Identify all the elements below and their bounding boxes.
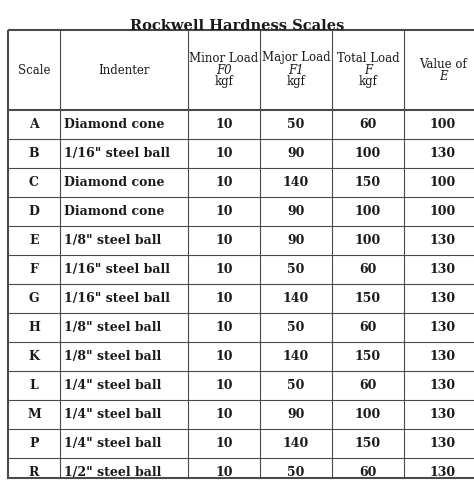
- Text: 130: 130: [430, 379, 456, 392]
- Text: Scale: Scale: [18, 64, 50, 76]
- Text: 130: 130: [430, 292, 456, 305]
- Text: P: P: [29, 437, 39, 450]
- Text: 130: 130: [430, 147, 456, 160]
- Text: 100: 100: [430, 205, 456, 218]
- Text: E: E: [29, 234, 39, 247]
- Text: Total Load: Total Load: [337, 52, 399, 65]
- Text: D: D: [28, 205, 39, 218]
- Text: C: C: [29, 176, 39, 189]
- Text: R: R: [29, 466, 39, 479]
- Text: 140: 140: [283, 350, 309, 363]
- Text: 1/4" steel ball: 1/4" steel ball: [64, 437, 161, 450]
- Text: 130: 130: [430, 350, 456, 363]
- Text: 10: 10: [215, 350, 233, 363]
- Text: Indenter: Indenter: [98, 64, 150, 76]
- Text: 100: 100: [430, 176, 456, 189]
- Text: 150: 150: [355, 437, 381, 450]
- Text: L: L: [29, 379, 38, 392]
- Text: 100: 100: [430, 118, 456, 131]
- Text: 10: 10: [215, 437, 233, 450]
- Text: 130: 130: [430, 466, 456, 479]
- Text: kgf: kgf: [215, 75, 233, 88]
- Text: kgf: kgf: [358, 75, 377, 88]
- Text: 90: 90: [287, 147, 305, 160]
- Text: B: B: [29, 147, 39, 160]
- Text: 140: 140: [283, 292, 309, 305]
- Text: 10: 10: [215, 147, 233, 160]
- Text: 10: 10: [215, 466, 233, 479]
- Text: 1/16" steel ball: 1/16" steel ball: [64, 292, 170, 305]
- Text: 1/8" steel ball: 1/8" steel ball: [64, 321, 161, 334]
- Text: 90: 90: [287, 408, 305, 421]
- Text: 140: 140: [283, 176, 309, 189]
- Text: K: K: [28, 350, 39, 363]
- Text: 60: 60: [359, 118, 377, 131]
- Text: 100: 100: [355, 408, 381, 421]
- Text: 10: 10: [215, 292, 233, 305]
- Text: Diamond cone: Diamond cone: [64, 176, 164, 189]
- Text: 50: 50: [287, 466, 305, 479]
- Text: G: G: [29, 292, 39, 305]
- Text: 1/8" steel ball: 1/8" steel ball: [64, 350, 161, 363]
- Text: 10: 10: [215, 321, 233, 334]
- Text: F0: F0: [216, 64, 232, 76]
- Text: 1/4" steel ball: 1/4" steel ball: [64, 408, 161, 421]
- Text: 60: 60: [359, 263, 377, 276]
- Text: 50: 50: [287, 118, 305, 131]
- Text: 130: 130: [430, 321, 456, 334]
- Text: 100: 100: [355, 205, 381, 218]
- Text: F1: F1: [288, 64, 304, 76]
- Text: A: A: [29, 118, 39, 131]
- Text: 10: 10: [215, 234, 233, 247]
- Text: 150: 150: [355, 350, 381, 363]
- Text: F: F: [364, 64, 372, 76]
- Text: kgf: kgf: [287, 75, 305, 88]
- Text: M: M: [27, 408, 41, 421]
- Text: Diamond cone: Diamond cone: [64, 205, 164, 218]
- Text: 1/16" steel ball: 1/16" steel ball: [64, 147, 170, 160]
- Text: 50: 50: [287, 379, 305, 392]
- Text: 100: 100: [355, 234, 381, 247]
- Text: H: H: [28, 321, 40, 334]
- Text: 1/8" steel ball: 1/8" steel ball: [64, 234, 161, 247]
- Text: 10: 10: [215, 118, 233, 131]
- Text: 10: 10: [215, 263, 233, 276]
- Text: 150: 150: [355, 292, 381, 305]
- Text: 130: 130: [430, 234, 456, 247]
- Text: 100: 100: [355, 147, 381, 160]
- Text: 50: 50: [287, 263, 305, 276]
- Text: 1/16" steel ball: 1/16" steel ball: [64, 263, 170, 276]
- Text: 10: 10: [215, 408, 233, 421]
- Text: Value of: Value of: [419, 57, 467, 70]
- Text: 130: 130: [430, 437, 456, 450]
- Text: 130: 130: [430, 263, 456, 276]
- Text: Minor Load: Minor Load: [190, 52, 259, 65]
- Text: 50: 50: [287, 321, 305, 334]
- Text: 140: 140: [283, 437, 309, 450]
- Text: 90: 90: [287, 234, 305, 247]
- Text: 1/4" steel ball: 1/4" steel ball: [64, 379, 161, 392]
- Text: 150: 150: [355, 176, 381, 189]
- Text: Diamond cone: Diamond cone: [64, 118, 164, 131]
- Text: 1/2" steel ball: 1/2" steel ball: [64, 466, 161, 479]
- Text: 60: 60: [359, 466, 377, 479]
- Text: 60: 60: [359, 379, 377, 392]
- Text: 10: 10: [215, 176, 233, 189]
- Text: F: F: [29, 263, 38, 276]
- Text: Major Load: Major Load: [262, 52, 330, 65]
- Text: 10: 10: [215, 205, 233, 218]
- Text: 130: 130: [430, 408, 456, 421]
- Text: 60: 60: [359, 321, 377, 334]
- Text: Rockwell Hardness Scales: Rockwell Hardness Scales: [130, 19, 344, 33]
- Text: 10: 10: [215, 379, 233, 392]
- Text: 90: 90: [287, 205, 305, 218]
- Text: E: E: [439, 69, 447, 83]
